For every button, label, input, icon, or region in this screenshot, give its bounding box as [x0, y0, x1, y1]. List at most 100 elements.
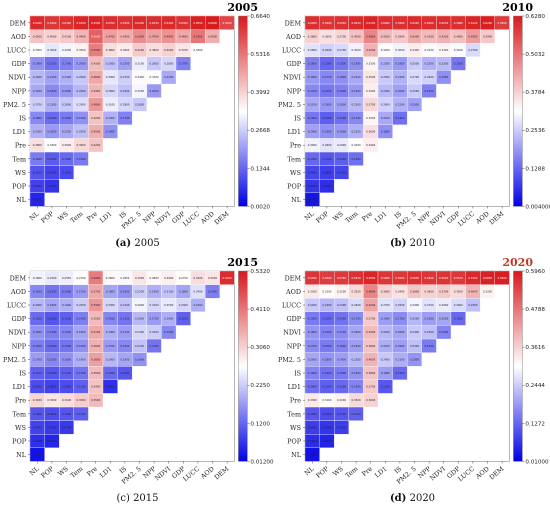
cell-value-label: 0.1300 [322, 317, 331, 321]
cell-value-label: 0.1700 [77, 289, 86, 293]
y-tick-label: PM2. 5 [278, 101, 301, 109]
cell-value-label: 0.1400 [337, 317, 346, 321]
cell-value-label: 0.1600 [77, 344, 86, 348]
colorbar-tick-label: 0.4788 [525, 307, 545, 313]
cell-value-label: 0.3800 [150, 48, 159, 52]
cell-value-label: 0.5550 [337, 276, 346, 280]
cell-value-label: 0.1700 [352, 116, 361, 120]
cell-value-label: 0.0500 [322, 439, 331, 443]
cell-value-label: 0.0900 [47, 412, 56, 416]
y-tick-label: AOD [285, 33, 301, 41]
cell-value-label: 0.3400 [91, 385, 100, 389]
panel-a: 2005 0.0500 0.0850 0.0700 0.1100 0.0900 0.1000… [0, 0, 275, 255]
cell-value-label: 0.4000 [352, 34, 361, 38]
cell-value-label: 0.4500 [120, 34, 129, 38]
x-tick-label: WS [331, 465, 345, 478]
colorbar-tick-label: 0.3784 [525, 90, 545, 96]
cell-value-label: 0.0300 [308, 453, 317, 457]
y-tick-label: AOD [10, 288, 26, 296]
cell-value-label: 0.1300 [150, 344, 159, 348]
cell-value-label: 0.1300 [308, 157, 317, 161]
cell-value-label: 0.1800 [120, 357, 129, 361]
cell-value-label: 0.0500 [33, 198, 42, 202]
cell-value-label: 0.2000 [395, 89, 404, 93]
colorbar-tick-label: 0.5032 [525, 52, 545, 58]
cell-value-label: 0.6350 [106, 21, 115, 25]
cell-value-label: 0.0700 [308, 184, 317, 188]
cell-value-label: 0.1500 [425, 344, 434, 348]
x-tick-label: Tem [344, 465, 360, 480]
cell-value-label: 0.2800 [106, 276, 115, 280]
y-tick-label: AOD [10, 33, 26, 41]
cell-value-label: 0.2100 [120, 62, 129, 66]
cell-value-label: 0.2300 [337, 303, 346, 307]
colorbar-tick-label: 0.3616 [525, 345, 545, 351]
cell-value-label: 0.1100 [33, 371, 42, 375]
cell-value-label: 0.1400 [308, 385, 317, 389]
y-tick-label: AOD [285, 288, 301, 296]
cell-value-label: 0.1100 [179, 317, 188, 321]
cell-value-label: 0.5580 [395, 276, 404, 280]
cell-value-label: 0.1600 [135, 357, 144, 361]
cell-value-label: 0.3400 [366, 143, 375, 147]
cell-value-label: 0.2700 [77, 276, 86, 280]
cell-value-label: 0.3000 [106, 75, 115, 79]
cell-value-label: 0.5750 [468, 276, 477, 280]
cell-value-label: 0.2500 [164, 303, 173, 307]
cell-value-label: 0.0700 [47, 184, 56, 188]
cell-value-label: 0.2750 [179, 276, 188, 280]
caption-letter: (d) [389, 493, 407, 504]
cell-value-label: 0.1800 [308, 330, 317, 334]
cell-value-label: 0.1000 [47, 317, 56, 321]
cell-value-label: 0.2200 [395, 102, 404, 106]
cell-value-label: 0.5950 [337, 21, 346, 25]
chart-title: 2020 [502, 256, 533, 269]
cell-value-label: 0.2400 [193, 289, 202, 293]
cell-value-label: 0.5620 [439, 276, 448, 280]
y-tick-label: GDP [286, 60, 301, 68]
cell-value-label: 0.5200 [91, 48, 100, 52]
cell-value-label: 0.6000 [381, 21, 390, 25]
cell-value-label: 0.1700 [337, 330, 346, 334]
cell-value-label: 0.4000 [468, 289, 477, 293]
y-tick-label: POP [12, 183, 27, 191]
y-tick-label: Tem [12, 410, 26, 418]
cell-value-label: 0.5900 [322, 21, 331, 25]
cell-value-label: 0.1800 [106, 289, 115, 293]
cell-value-label: 0.1200 [106, 371, 115, 375]
cell-value-label: 0.4900 [164, 34, 173, 38]
colorbar-tick-label: 0.3060 [250, 345, 270, 351]
cell-value-label: 0.3700 [366, 385, 375, 389]
cell-value-label: 0.2300 [47, 102, 56, 106]
cell-value-label: 0.3700 [366, 317, 375, 321]
caption-c: (c) 2015 [0, 493, 275, 504]
x-tick-label: Pre [85, 210, 99, 223]
y-tick-label: DEM [10, 19, 27, 27]
colorbar-tick-label: 0.5320 [250, 269, 270, 275]
colorbar-tick-label: 0.4110 [250, 307, 270, 313]
cell-value-label: 0.3500 [91, 371, 100, 375]
cell-value-label: 0.1800 [322, 357, 331, 361]
cell-value-label: 0.2000 [106, 357, 115, 361]
x-tick-label: NL [28, 209, 41, 222]
y-tick-label: POP [12, 438, 27, 446]
cell-value-label: 0.6450 [77, 21, 86, 25]
cell-value-label: 0.2600 [77, 75, 86, 79]
y-tick-label: NL [16, 451, 27, 459]
cell-value-label: 0.1700 [120, 116, 129, 120]
cell-value-label: 0.4200 [91, 276, 100, 280]
cell-value-label: 0.1900 [308, 75, 317, 79]
colorbar-tick-label: 0.1200 [250, 421, 270, 427]
cell-value-label: 0.2650 [120, 276, 129, 280]
cell-value-label: 0.0800 [33, 425, 42, 429]
cell-value-label: 0.2600 [425, 75, 434, 79]
caption-year: 2010 [409, 238, 436, 249]
cell-value-label: 0.4100 [135, 48, 144, 52]
cell-value-label: 0.2800 [164, 62, 173, 66]
cell-value-label: 0.2400 [381, 357, 390, 361]
x-tick-label: Tem [69, 465, 85, 480]
cell-value-label: 0.2600 [135, 303, 144, 307]
cell-value-label: 0.1000 [33, 412, 42, 416]
cell-value-label: 0.1600 [425, 89, 434, 93]
cell-value-label: 0.5800 [366, 276, 375, 280]
